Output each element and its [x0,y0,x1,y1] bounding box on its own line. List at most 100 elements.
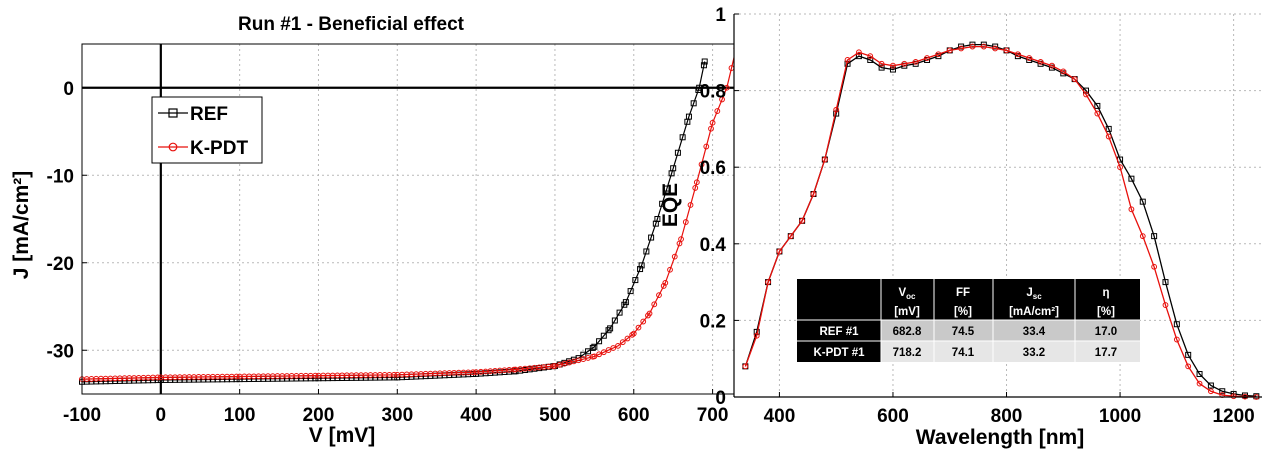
legend-ref-label: REF [190,104,228,125]
eqe-point-kpdt [1037,58,1044,65]
jv-y-tick-label: -10 [47,166,74,187]
row-kpdt-jsc: 33.2 [1023,347,1045,359]
svg-text:Jsc: Jsc [1026,287,1042,301]
jv-point-kpdt [671,253,678,260]
eqe-y-tick-label: 0.8 [700,82,726,103]
jv-point-kpdt [391,371,398,378]
eqe-point-kpdt [1049,62,1055,69]
eqe-point-kpdt [1173,336,1180,343]
jv-point-kpdt [470,369,476,376]
jv-x-tick-label: 300 [381,405,413,426]
eqe-point-kpdt [1071,76,1078,83]
row-ref-jsc: 33.4 [1023,326,1046,338]
header-ff-main: FF [956,287,970,299]
jv-x-tick-labels: -100 0 100 200 300 400 500 600 700 [63,405,728,426]
jv-point-kpdt [703,143,710,150]
legend-ref-swatch [158,108,188,118]
jv-point-ref [632,277,639,284]
eqe-point-kpdt [1162,302,1169,308]
header-jsc-unit: [mA/cm²] [1009,306,1059,318]
jv-point-kpdt [651,301,658,308]
jv-point-kpdt [678,236,684,243]
jv-point-kpdt [719,96,725,103]
eqe-x-tick-label: 400 [764,406,796,427]
eqe-point-ref [1162,279,1169,286]
eqe-point-ref [878,64,885,71]
eqe-x-tick-label: 600 [877,406,909,427]
eqe-point-kpdt [810,191,817,197]
legend-kpdt-swatch [158,142,188,152]
jv-point-kpdt [610,345,617,351]
header-voc-sub: oc [906,292,916,301]
jv-point-kpdt [619,339,626,346]
jv-y-tick-label: -30 [47,341,74,362]
eqe-point-ref [1094,102,1101,109]
results-table: Voc [mV] FF [%] Jsc [mA/cm²] η [%] REF #… [797,279,1140,362]
eqe-point-kpdt [958,45,964,52]
jv-chart-title: Run #1 - Beneficial effect [238,14,465,35]
table-row-ref: REF #1 682.8 74.5 33.4 17.0 [797,320,1140,341]
jv-point-kpdt [693,179,700,186]
eqe-y-tick-label: 0.2 [700,311,726,332]
eqe-y-tick-labels: 0 0.2 0.4 0.6 0.8 1 [700,5,727,409]
jv-legend-box [151,96,263,164]
row-ref-label: REF #1 [820,326,860,338]
eqe-point-kpdt [1026,55,1033,61]
jv-point-ref [585,348,592,355]
eqe-y-tick-label: 0.4 [700,235,727,256]
eqe-chart: 400 600 800 1000 1200 0 0.2 0.4 0.6 0.8 1 Wavelen… [659,5,1262,449]
jv-point-kpdt [646,310,653,317]
jv-point-kpdt [692,185,699,191]
eqe-point-ref [1173,321,1180,328]
eqe-point-kpdt [992,45,999,52]
jv-point-kpdt [591,353,598,360]
jv-point-kpdt [629,331,636,338]
eqe-point-ref [867,56,874,63]
header-jsc-sub: sc [1033,292,1042,301]
eqe-point-ref [1105,125,1112,132]
eqe-point-kpdt [1105,133,1112,140]
eqe-point-kpdt [969,43,976,50]
eqe-point-kpdt [901,60,908,67]
eqe-point-kpdt [821,156,828,163]
eqe-point-ref [1128,175,1135,182]
eqe-point-kpdt [765,279,771,286]
jv-point-kpdt [682,219,689,225]
eqe-point-kpdt [935,51,942,58]
jv-point-ref [674,149,681,156]
eqe-point-ref [1219,388,1226,395]
jv-point-ref [580,351,587,358]
jv-point-ref [701,58,708,65]
jv-point-kpdt [635,324,642,331]
legend-kpdt-label: K-PDT [190,138,248,159]
jv-x-tick-label: 400 [460,405,492,426]
jv-point-kpdt [605,347,612,353]
eqe-x-tick-label: 1200 [1212,406,1254,427]
eqe-point-ref [889,66,896,73]
table-header-ff: FF [%] [954,287,972,318]
eqe-point-kpdt [742,363,749,370]
eqe-point-kpdt [1230,393,1237,400]
header-jsc-main: J [1026,287,1032,299]
jv-point-kpdt [709,119,716,126]
eqe-point-kpdt [946,47,953,54]
row-kpdt-label: K-PDT #1 [813,347,865,359]
row-ref-eta: 17.0 [1095,326,1117,338]
jv-point-kpdt [714,108,721,114]
eqe-x-axis-label: Wavelength [nm] [916,426,1084,449]
header-ff-unit: [%] [954,306,972,318]
jv-x-tick-label: 200 [303,405,335,426]
row-kpdt-voc: 718.2 [893,347,922,359]
eqe-point-kpdt [1060,68,1067,75]
jv-x-tick-label: 700 [697,405,729,426]
eqe-y-tick-label: 0 [715,388,726,409]
header-voc-main: V [898,287,906,299]
jv-point-ref [679,134,686,141]
eqe-point-kpdt [1139,233,1146,240]
jv-point-kpdt [615,342,621,349]
eqe-point-kpdt [799,217,806,224]
jv-point-kpdt [667,266,673,273]
row-ref-ff: 74.5 [952,326,975,338]
eqe-point-kpdt [776,248,783,255]
jv-point-kpdt [312,372,319,379]
